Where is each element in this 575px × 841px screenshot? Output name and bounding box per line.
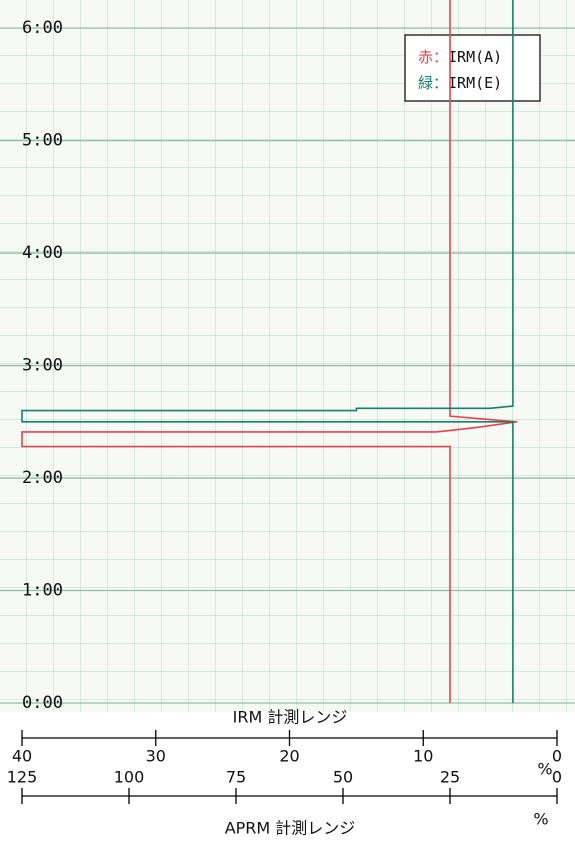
x-tick-label: 20 — [279, 747, 299, 766]
legend-prefix: 赤： — [418, 48, 448, 66]
y-tick-label: 2:00 — [22, 468, 63, 488]
x-tick-label: 30 — [146, 747, 166, 766]
x-tick-label: 40 — [12, 747, 32, 766]
legend: 赤：IRM(A)緑：IRM(E) — [405, 35, 540, 101]
y-tick-label: 1:00 — [22, 581, 63, 601]
x2-axis-title: APRM 計測レンジ — [225, 819, 356, 838]
x2-tick-label: 25 — [440, 768, 460, 787]
x2-tick-label: 125 — [7, 768, 38, 787]
x2-tick-label: 50 — [333, 768, 353, 787]
x2-tick-label: 75 — [226, 768, 246, 787]
legend-name: IRM(E) — [448, 74, 502, 92]
y-tick-label: 3:00 — [22, 356, 63, 376]
x-unit: % — [537, 760, 552, 779]
y-tick-label: 5:00 — [22, 131, 63, 151]
x2-tick-label: 0 — [552, 768, 562, 787]
legend-label: 赤：IRM(A) — [418, 48, 502, 66]
x2-unit: % — [533, 810, 548, 829]
legend-name: IRM(A) — [448, 48, 502, 66]
chart: 赤：IRM(A)緑：IRM(E) IRM 計測レンジ APRM 計測レンジ % … — [0, 0, 575, 841]
legend-prefix: 緑： — [418, 74, 448, 92]
x-tick-label: 0 — [552, 747, 562, 766]
y-tick-label: 0:00 — [22, 693, 63, 713]
x2-tick-label: 100 — [114, 768, 145, 787]
x-axis-title: IRM 計測レンジ — [233, 708, 348, 727]
y-tick-label: 4:00 — [22, 243, 63, 263]
y-tick-label: 6:00 — [22, 18, 63, 38]
legend-label: 緑：IRM(E) — [418, 74, 502, 92]
x-tick-label: 10 — [413, 747, 433, 766]
paper-grid — [0, 0, 575, 712]
